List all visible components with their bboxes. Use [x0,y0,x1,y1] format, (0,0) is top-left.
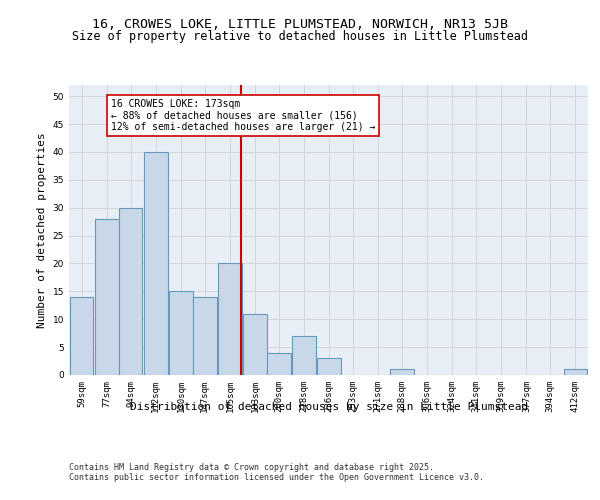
Bar [144,152,167,375]
Text: Size of property relative to detached houses in Little Plumstead: Size of property relative to detached ho… [72,30,528,43]
Bar [119,208,142,375]
Text: Contains public sector information licensed under the Open Government Licence v3: Contains public sector information licen… [69,472,484,482]
Bar [95,219,119,375]
Bar [390,370,414,375]
Bar [169,292,193,375]
Bar [70,297,94,375]
Bar [267,352,291,375]
Text: Contains HM Land Registry data © Crown copyright and database right 2025.: Contains HM Land Registry data © Crown c… [69,462,434,471]
Bar [218,264,242,375]
Bar [243,314,267,375]
Bar [563,370,587,375]
Bar [292,336,316,375]
Text: Distribution of detached houses by size in Little Plumstead: Distribution of detached houses by size … [130,402,528,412]
Text: 16, CROWES LOKE, LITTLE PLUMSTEAD, NORWICH, NR13 5JB: 16, CROWES LOKE, LITTLE PLUMSTEAD, NORWI… [92,18,508,30]
Y-axis label: Number of detached properties: Number of detached properties [37,132,47,328]
Bar [317,358,341,375]
Text: 16 CROWES LOKE: 173sqm
← 88% of detached houses are smaller (156)
12% of semi-de: 16 CROWES LOKE: 173sqm ← 88% of detached… [111,99,376,132]
Bar [193,297,217,375]
